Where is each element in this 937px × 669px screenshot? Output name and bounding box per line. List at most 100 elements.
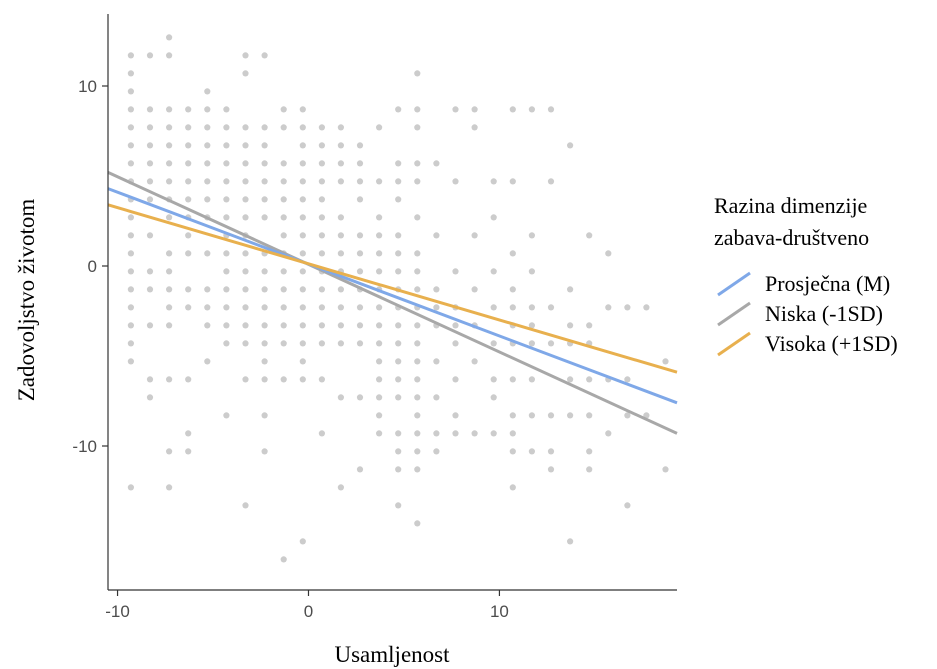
data-point xyxy=(433,448,440,455)
data-point xyxy=(127,286,134,293)
data-points xyxy=(127,34,669,563)
data-point xyxy=(280,124,287,131)
data-point xyxy=(127,214,134,221)
data-point xyxy=(299,214,306,221)
data-point xyxy=(528,376,536,383)
data-point xyxy=(414,358,421,365)
data-point xyxy=(433,232,440,239)
data-point xyxy=(280,106,287,113)
data-point xyxy=(376,358,383,365)
data-point xyxy=(299,340,306,347)
data-point xyxy=(356,340,364,347)
data-point xyxy=(414,268,421,275)
data-point xyxy=(242,304,249,311)
data-point xyxy=(166,52,173,59)
data-point xyxy=(356,196,364,203)
data-point xyxy=(528,448,536,455)
data-point xyxy=(127,268,134,275)
data-point xyxy=(299,268,306,275)
data-point xyxy=(204,178,211,185)
data-point xyxy=(185,160,192,167)
x-tick-label: -10 xyxy=(105,602,130,621)
data-point xyxy=(509,250,516,257)
data-point xyxy=(586,232,593,239)
data-point xyxy=(452,106,459,113)
data-point xyxy=(337,124,344,131)
data-point xyxy=(471,358,478,365)
data-point xyxy=(624,304,631,311)
data-point xyxy=(146,52,154,59)
data-point xyxy=(376,340,383,347)
data-point xyxy=(146,106,154,113)
data-point xyxy=(509,106,516,113)
data-point xyxy=(547,304,555,311)
data-point xyxy=(414,160,421,167)
data-point xyxy=(414,250,421,257)
data-point xyxy=(318,286,325,293)
data-point xyxy=(452,178,459,185)
data-point xyxy=(223,178,230,185)
data-point xyxy=(261,142,268,149)
data-point xyxy=(127,124,134,131)
data-point xyxy=(299,178,306,185)
x-axis-ticks: -10 0 10 xyxy=(105,590,509,621)
data-point xyxy=(643,304,650,311)
data-point xyxy=(223,340,230,347)
data-point xyxy=(261,376,268,383)
data-point xyxy=(166,34,173,41)
data-point xyxy=(356,250,364,257)
data-point xyxy=(146,286,154,293)
legend: Razina dimenzije zabava-društveno Prosje… xyxy=(714,193,898,357)
data-point xyxy=(395,250,402,257)
data-point xyxy=(242,340,249,347)
data-point xyxy=(395,106,402,113)
data-point xyxy=(395,502,402,509)
data-point xyxy=(337,304,344,311)
data-point xyxy=(318,124,325,131)
data-point xyxy=(356,322,364,329)
data-point xyxy=(605,430,612,437)
data-point xyxy=(509,178,516,185)
data-point xyxy=(567,286,574,293)
data-point xyxy=(261,160,268,167)
data-point xyxy=(280,556,287,563)
data-point xyxy=(127,232,134,239)
data-point xyxy=(242,286,249,293)
data-point xyxy=(127,142,134,149)
data-point xyxy=(204,286,211,293)
data-point xyxy=(356,304,364,311)
data-point xyxy=(185,286,192,293)
data-point xyxy=(299,142,306,149)
legend-title-line-1: Razina dimenzije xyxy=(714,193,867,218)
data-point xyxy=(223,142,230,149)
data-point xyxy=(376,376,383,383)
data-point xyxy=(318,304,325,311)
data-point xyxy=(414,394,421,401)
data-point xyxy=(204,88,211,95)
data-point xyxy=(471,124,478,131)
data-point xyxy=(433,394,440,401)
data-point xyxy=(299,286,306,293)
data-point xyxy=(242,214,249,221)
data-point xyxy=(318,178,325,185)
data-point xyxy=(528,412,536,419)
data-point xyxy=(204,304,211,311)
data-point xyxy=(223,160,230,167)
data-point xyxy=(414,106,421,113)
data-point xyxy=(452,376,459,383)
data-point xyxy=(356,142,364,149)
data-point xyxy=(299,124,306,131)
data-point xyxy=(185,304,192,311)
data-point xyxy=(185,250,192,257)
data-point xyxy=(547,412,555,419)
data-point xyxy=(146,124,154,131)
data-point xyxy=(261,52,268,59)
data-point xyxy=(337,214,344,221)
data-point xyxy=(414,376,421,383)
legend-label: Prosječna (M) xyxy=(765,271,890,296)
legend-label: Niska (-1SD) xyxy=(765,301,883,326)
data-point xyxy=(395,358,402,365)
data-point xyxy=(318,232,325,239)
data-point xyxy=(223,268,230,275)
